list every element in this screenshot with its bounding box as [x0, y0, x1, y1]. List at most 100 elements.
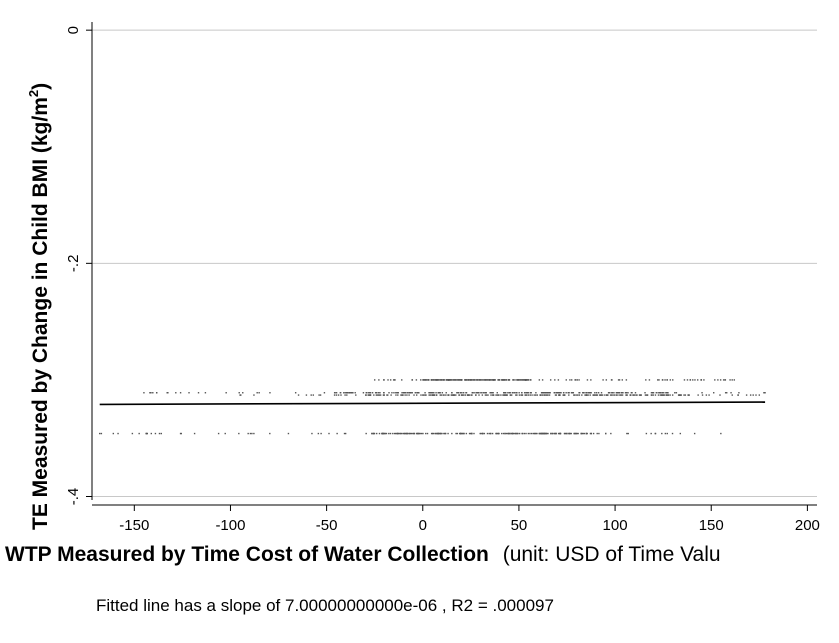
scatter-point [568, 432, 570, 435]
scatter-point [562, 392, 565, 394]
scatter-point [447, 379, 450, 381]
scatter-point [539, 432, 542, 435]
scatter-point [651, 394, 653, 396]
x-tick-label-4: 50 [511, 517, 528, 534]
scatter-point [385, 432, 388, 435]
scatter-point [417, 432, 420, 435]
y-axis-title-close: ) [29, 83, 52, 90]
scatter-point [340, 394, 342, 396]
scatter-point [584, 394, 586, 396]
scatter-point [496, 432, 498, 435]
scatter-point [654, 432, 657, 435]
scatter-point [440, 394, 443, 396]
scatter-points [98, 379, 766, 435]
scatter-point [630, 394, 632, 396]
scatter-point [371, 392, 374, 394]
scatter-point [600, 394, 603, 396]
scatter-point [575, 394, 577, 396]
grid-lines [92, 29, 817, 498]
scatter-point [395, 394, 397, 396]
scatter-point [494, 379, 496, 381]
scatter-point [355, 394, 357, 396]
scatter-point [440, 379, 442, 381]
scatter-point [492, 394, 495, 396]
scatter-point [335, 392, 338, 394]
scatter-point [413, 394, 415, 396]
scatter-point [441, 392, 444, 394]
scatter-point [396, 392, 399, 394]
scatter-point [411, 432, 413, 435]
scatter-point [397, 394, 399, 396]
fitted-line [99, 401, 766, 406]
scatter-point [506, 394, 508, 396]
scatter-point [658, 379, 660, 381]
scatter-point [393, 392, 395, 394]
y-tick-label-2: -.4 [65, 488, 82, 506]
scatter-point [439, 394, 441, 396]
scatter-point [422, 432, 424, 435]
scatter-point [405, 432, 407, 435]
scatter-point [427, 379, 430, 381]
scatter-point [546, 394, 548, 396]
scatter-point [687, 394, 689, 396]
scatter-point [621, 394, 624, 396]
scatter-point [526, 392, 528, 394]
scatter-point [573, 432, 575, 435]
scatter-point [433, 394, 435, 396]
scatter-point [478, 379, 480, 381]
scatter-point [452, 394, 455, 396]
scatter-point [416, 392, 419, 394]
scatter-point [480, 432, 482, 435]
scatter-point [434, 432, 436, 435]
scatter-point [535, 392, 537, 394]
scatter-point [455, 394, 457, 396]
scatter-point [461, 392, 463, 394]
scatter-point [345, 392, 347, 394]
scatter-point [375, 392, 378, 394]
scatter-point [574, 432, 577, 435]
scatter-point [457, 392, 459, 394]
scatter-point [513, 379, 515, 381]
scatter-point [505, 432, 508, 435]
scatter-point [562, 394, 564, 396]
scatter-point [492, 392, 494, 394]
scatter-point [401, 432, 403, 435]
scatter-point [438, 392, 440, 394]
scatter-point [477, 379, 479, 381]
scatter-point [536, 394, 538, 396]
scatter-point [439, 379, 441, 381]
scatter-point [458, 432, 461, 435]
scatter-point [640, 394, 642, 396]
scatter-point [546, 432, 548, 435]
scatter-point [509, 392, 511, 394]
scatter-point [532, 432, 535, 435]
scatter-point [549, 379, 552, 381]
scatter-point [376, 432, 378, 435]
scatter-point [525, 392, 527, 394]
scatter-point [320, 432, 322, 435]
scatter-point [508, 379, 510, 381]
scatter-point [253, 394, 255, 396]
scatter-point [671, 394, 674, 396]
scatter-point [600, 392, 603, 394]
scatter-point [639, 394, 642, 396]
scatter-point [632, 394, 634, 396]
scatter-point [547, 392, 549, 394]
scatter-point [433, 392, 435, 394]
scatter-point [645, 394, 648, 396]
scatter-point [663, 392, 665, 394]
scatter-point [486, 432, 489, 435]
scatter-point [504, 392, 506, 394]
scatter-point [574, 379, 577, 381]
scatter-point [383, 379, 385, 381]
scatter-point [703, 379, 705, 381]
scatter-point [680, 394, 682, 396]
scatter-point [238, 432, 240, 435]
scatter-point [545, 394, 547, 396]
scatter-point [112, 432, 115, 435]
scatter-point [542, 432, 544, 435]
scatter-point [583, 432, 585, 435]
scatter-point [571, 379, 573, 381]
scatter-point [669, 379, 672, 381]
scatter-point [492, 394, 494, 396]
